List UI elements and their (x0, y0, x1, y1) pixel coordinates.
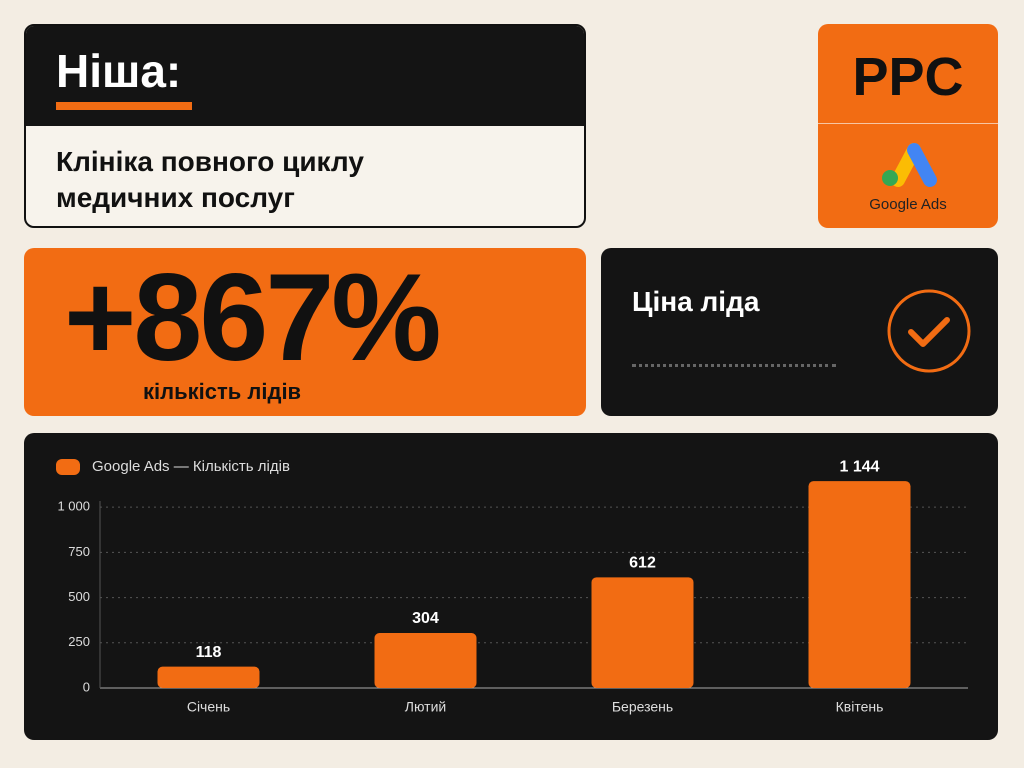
price-card: Ціна ліда (601, 248, 998, 416)
x-tick-label: Лютий (405, 699, 446, 715)
result-card: +867% кількість лідів (24, 248, 586, 416)
check-circle (887, 289, 971, 373)
divider (818, 123, 998, 124)
y-tick-label: 750 (68, 544, 90, 559)
y-tick-label: 0 (83, 679, 90, 694)
bar (374, 633, 477, 688)
x-tick-label: Січень (187, 699, 230, 715)
check-icon (887, 289, 971, 373)
legend-label: Google Ads — Кількість лідів (92, 458, 290, 475)
y-tick-label: 250 (68, 634, 90, 649)
value-label: 118 (196, 644, 222, 661)
x-tick-label: Квітень (836, 699, 884, 715)
x-tick-label: Березень (612, 699, 673, 715)
value-label: 612 (629, 555, 656, 572)
dotted-line (632, 364, 836, 367)
bar (591, 577, 694, 688)
result-caption: кількість лідів (143, 379, 302, 404)
value-label: 1 144 (839, 458, 879, 475)
price-title: Ціна ліда (632, 286, 760, 317)
niche-text: Клініка повного циклу медичних послуг (56, 146, 364, 213)
platform: Google Ads (869, 196, 947, 213)
chart: 0 250 500 750 1 000 Google Ads — Кількість лі… (56, 458, 968, 715)
niche-card: Ніша: Клініка повного циклу медичних пос… (24, 24, 586, 228)
bar (808, 481, 911, 688)
logo-blue (907, 143, 937, 187)
niche-title: Ніша: (56, 45, 182, 97)
channel-title: PPC (852, 47, 964, 107)
logo-green (882, 170, 898, 186)
underline (56, 102, 192, 110)
channel-card: PPC Google Ads (818, 24, 998, 228)
google-ads-logo (882, 143, 937, 187)
bar (157, 666, 260, 688)
y-tick-label: 500 (68, 589, 90, 604)
check-mark (908, 317, 950, 347)
result-value: +867% (64, 249, 442, 387)
chart-card: 0 250 500 750 1 000 Google Ads — Кількість лі… (24, 433, 998, 740)
value-label: 304 (412, 610, 439, 627)
y-tick-label: 1 000 (57, 499, 90, 514)
legend-swatch (56, 459, 80, 475)
niche-header: Ніша: (26, 26, 584, 126)
